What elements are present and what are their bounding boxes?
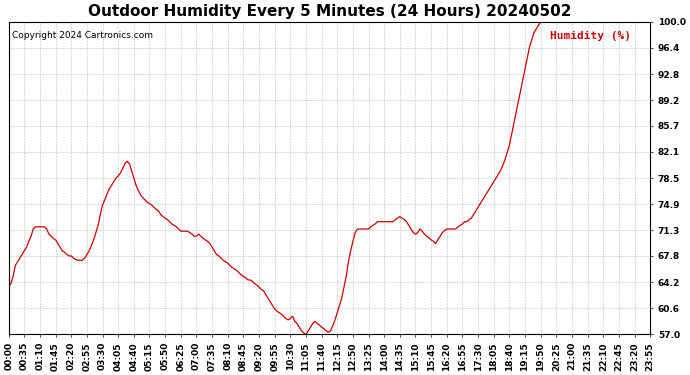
Text: Copyright 2024 Cartronics.com: Copyright 2024 Cartronics.com — [12, 31, 153, 40]
Text: Humidity (%): Humidity (%) — [550, 31, 631, 41]
Title: Outdoor Humidity Every 5 Minutes (24 Hours) 20240502: Outdoor Humidity Every 5 Minutes (24 Hou… — [88, 4, 571, 19]
